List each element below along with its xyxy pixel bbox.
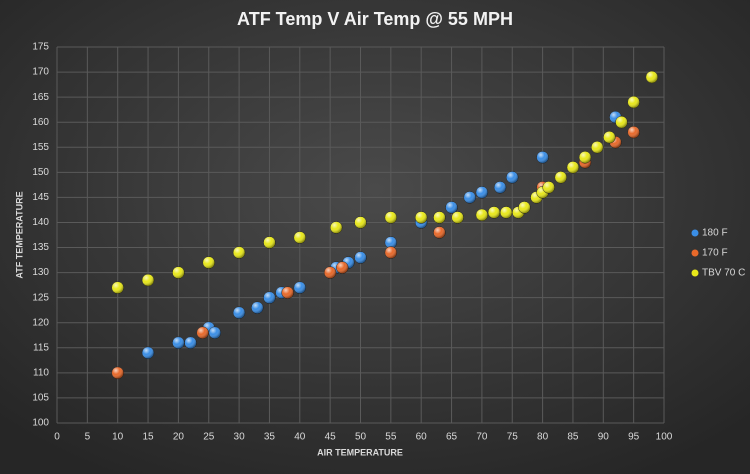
y-tick-label: 100 (32, 418, 49, 429)
point (499, 206, 513, 219)
point (111, 281, 124, 294)
x-tick-label: 100 (656, 432, 673, 443)
y-tick-label: 115 (33, 342, 49, 353)
point (172, 266, 185, 279)
point (354, 216, 367, 229)
point (627, 125, 640, 139)
point (506, 171, 519, 184)
x-tick-label: 40 (294, 432, 306, 443)
x-tick-label: 60 (416, 432, 428, 443)
point (232, 246, 246, 259)
point (627, 95, 640, 109)
point (184, 336, 197, 350)
point (141, 273, 155, 287)
point (493, 181, 507, 194)
y-axis-title: ATF TEMPERATURE (14, 191, 24, 278)
x-tick-label: 20 (173, 432, 185, 443)
point (202, 256, 215, 269)
legend-marker (691, 229, 699, 237)
y-tick-label: 160 (32, 117, 49, 128)
point (578, 151, 592, 164)
legend-label: 170 F (702, 248, 728, 259)
x-tick-label: 80 (537, 432, 549, 443)
x-tick-label: 85 (567, 432, 579, 443)
point (329, 221, 343, 234)
legend-marker (691, 249, 699, 257)
point (251, 301, 264, 314)
y-tick-label: 140 (32, 217, 49, 228)
x-tick-label: 50 (355, 432, 367, 443)
point (263, 291, 276, 304)
point (336, 261, 349, 274)
point (263, 236, 276, 249)
point (645, 70, 659, 84)
legend-label: TBV 70 C (702, 268, 745, 279)
point (590, 141, 604, 154)
point (603, 130, 616, 144)
y-tick-label: 130 (32, 267, 49, 278)
point (518, 201, 531, 214)
point (384, 211, 398, 224)
point (475, 208, 489, 222)
point (463, 191, 477, 204)
y-tick-label: 165 (32, 92, 49, 103)
legend-marker (691, 269, 699, 277)
point (323, 266, 337, 279)
point (208, 326, 222, 340)
point (554, 171, 568, 184)
y-tick-label: 120 (32, 317, 49, 328)
x-axis-title: AIR TEMPERATURE (317, 447, 403, 457)
point (414, 211, 428, 224)
point (615, 115, 628, 129)
point (475, 186, 489, 199)
point (536, 151, 549, 164)
y-tick-label: 150 (32, 167, 49, 178)
point (433, 226, 446, 239)
y-tick-label: 135 (32, 242, 49, 253)
point (111, 366, 124, 380)
point (293, 281, 307, 294)
x-tick-label: 10 (112, 432, 124, 443)
chart-title: ATF Temp V Air Temp @ 55 MPH (237, 9, 513, 29)
point (542, 181, 555, 194)
point (487, 206, 501, 219)
point (293, 231, 307, 244)
point (141, 346, 155, 360)
point (172, 336, 185, 350)
point (354, 251, 367, 264)
x-tick-label: 35 (264, 432, 276, 443)
x-tick-label: 95 (628, 432, 640, 443)
y-tick-label: 125 (32, 292, 49, 303)
y-tick-label: 175 (32, 42, 49, 53)
point (384, 246, 398, 259)
x-tick-label: 0 (54, 432, 60, 443)
x-tick-label: 5 (85, 432, 91, 443)
x-tick-label: 30 (234, 432, 246, 443)
x-tick-label: 90 (598, 432, 610, 443)
x-tick-label: 45 (325, 432, 337, 443)
point (566, 161, 580, 174)
y-tick-label: 145 (32, 192, 49, 203)
point (433, 211, 446, 224)
point (451, 211, 464, 224)
y-tick-label: 110 (33, 368, 49, 379)
x-tick-label: 15 (142, 432, 154, 443)
y-tick-label: 155 (32, 142, 49, 153)
point (196, 326, 209, 340)
y-tick-label: 105 (32, 393, 49, 404)
point (232, 306, 246, 319)
legend-label: 180 F (702, 228, 728, 239)
y-tick-label: 170 (32, 67, 49, 78)
x-tick-label: 65 (446, 432, 458, 443)
point (281, 286, 294, 299)
x-tick-label: 25 (203, 432, 215, 443)
x-tick-label: 75 (507, 432, 519, 443)
x-tick-label: 55 (385, 432, 397, 443)
x-tick-label: 70 (476, 432, 488, 443)
